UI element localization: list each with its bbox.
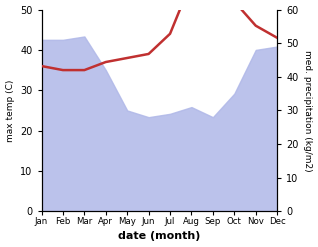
Y-axis label: med. precipitation (kg/m2): med. precipitation (kg/m2) [303, 50, 313, 171]
Y-axis label: max temp (C): max temp (C) [5, 79, 15, 142]
X-axis label: date (month): date (month) [118, 231, 201, 242]
